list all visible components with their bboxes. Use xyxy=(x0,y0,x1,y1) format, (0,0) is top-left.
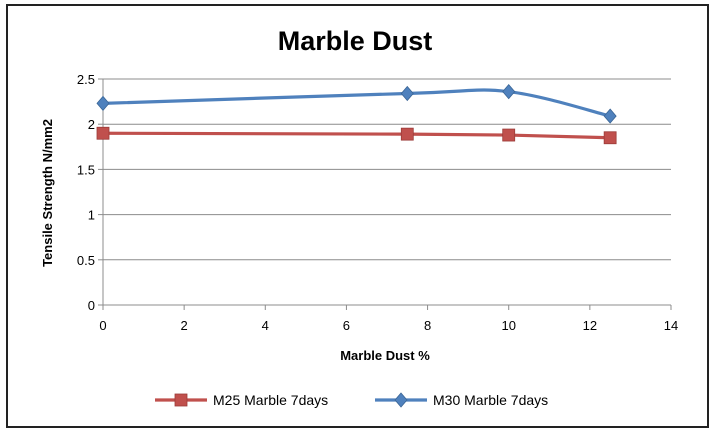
chart-frame xyxy=(6,4,709,428)
y-axis-label: Tensile Strength N/mm2 xyxy=(40,119,55,267)
tick-labels: 0 0.5 1 1.5 2 2.5 0 2 4 6 8 10 12 14 xyxy=(77,72,678,333)
x-tick-label: 10 xyxy=(501,318,515,333)
series-line xyxy=(102,88,611,118)
y-tick-label: 2.5 xyxy=(77,72,95,87)
x-tick-label: 6 xyxy=(343,318,350,333)
data-point-square xyxy=(174,393,188,407)
legend-label: M25 Marble 7days xyxy=(213,392,328,408)
chart-title: Marble Dust xyxy=(278,26,433,56)
x-tick-label: 12 xyxy=(583,318,597,333)
data-point-square xyxy=(502,128,516,142)
y-tick-label: 2 xyxy=(88,117,95,132)
x-tick-label: 2 xyxy=(181,318,188,333)
data-point-diamond xyxy=(96,95,110,112)
x-tick-label: 8 xyxy=(424,318,431,333)
data-point-diamond xyxy=(394,392,408,408)
x-axis-label: Marble Dust % xyxy=(340,348,430,363)
x-tick-label: 14 xyxy=(664,318,678,333)
data-point-diamond xyxy=(502,84,516,100)
series-m30-marble-7days xyxy=(96,84,617,124)
data-point-square xyxy=(603,131,617,145)
y-tick-label: 0.5 xyxy=(77,253,95,268)
axes xyxy=(98,78,672,310)
y-tick-label: 1 xyxy=(88,208,95,223)
data-point-diamond xyxy=(400,85,414,102)
y-tick-label: 1.5 xyxy=(77,162,95,177)
y-tick-label: 0 xyxy=(88,298,95,313)
legend-item: M30 Marble 7days xyxy=(375,392,548,408)
series-line xyxy=(102,131,611,140)
data-point-square xyxy=(96,126,110,140)
legend-item: M25 Marble 7days xyxy=(155,392,328,408)
series-m25-marble-7days xyxy=(96,126,617,145)
data-point-diamond xyxy=(603,108,617,124)
legend-label: M30 Marble 7days xyxy=(433,392,548,408)
legend: M25 Marble 7days M30 Marble 7days xyxy=(155,392,548,408)
series-layer xyxy=(96,84,617,145)
x-tick-label: 0 xyxy=(99,318,106,333)
data-point-square xyxy=(400,127,414,141)
x-tick-label: 4 xyxy=(262,318,269,333)
gridlines xyxy=(103,78,671,306)
